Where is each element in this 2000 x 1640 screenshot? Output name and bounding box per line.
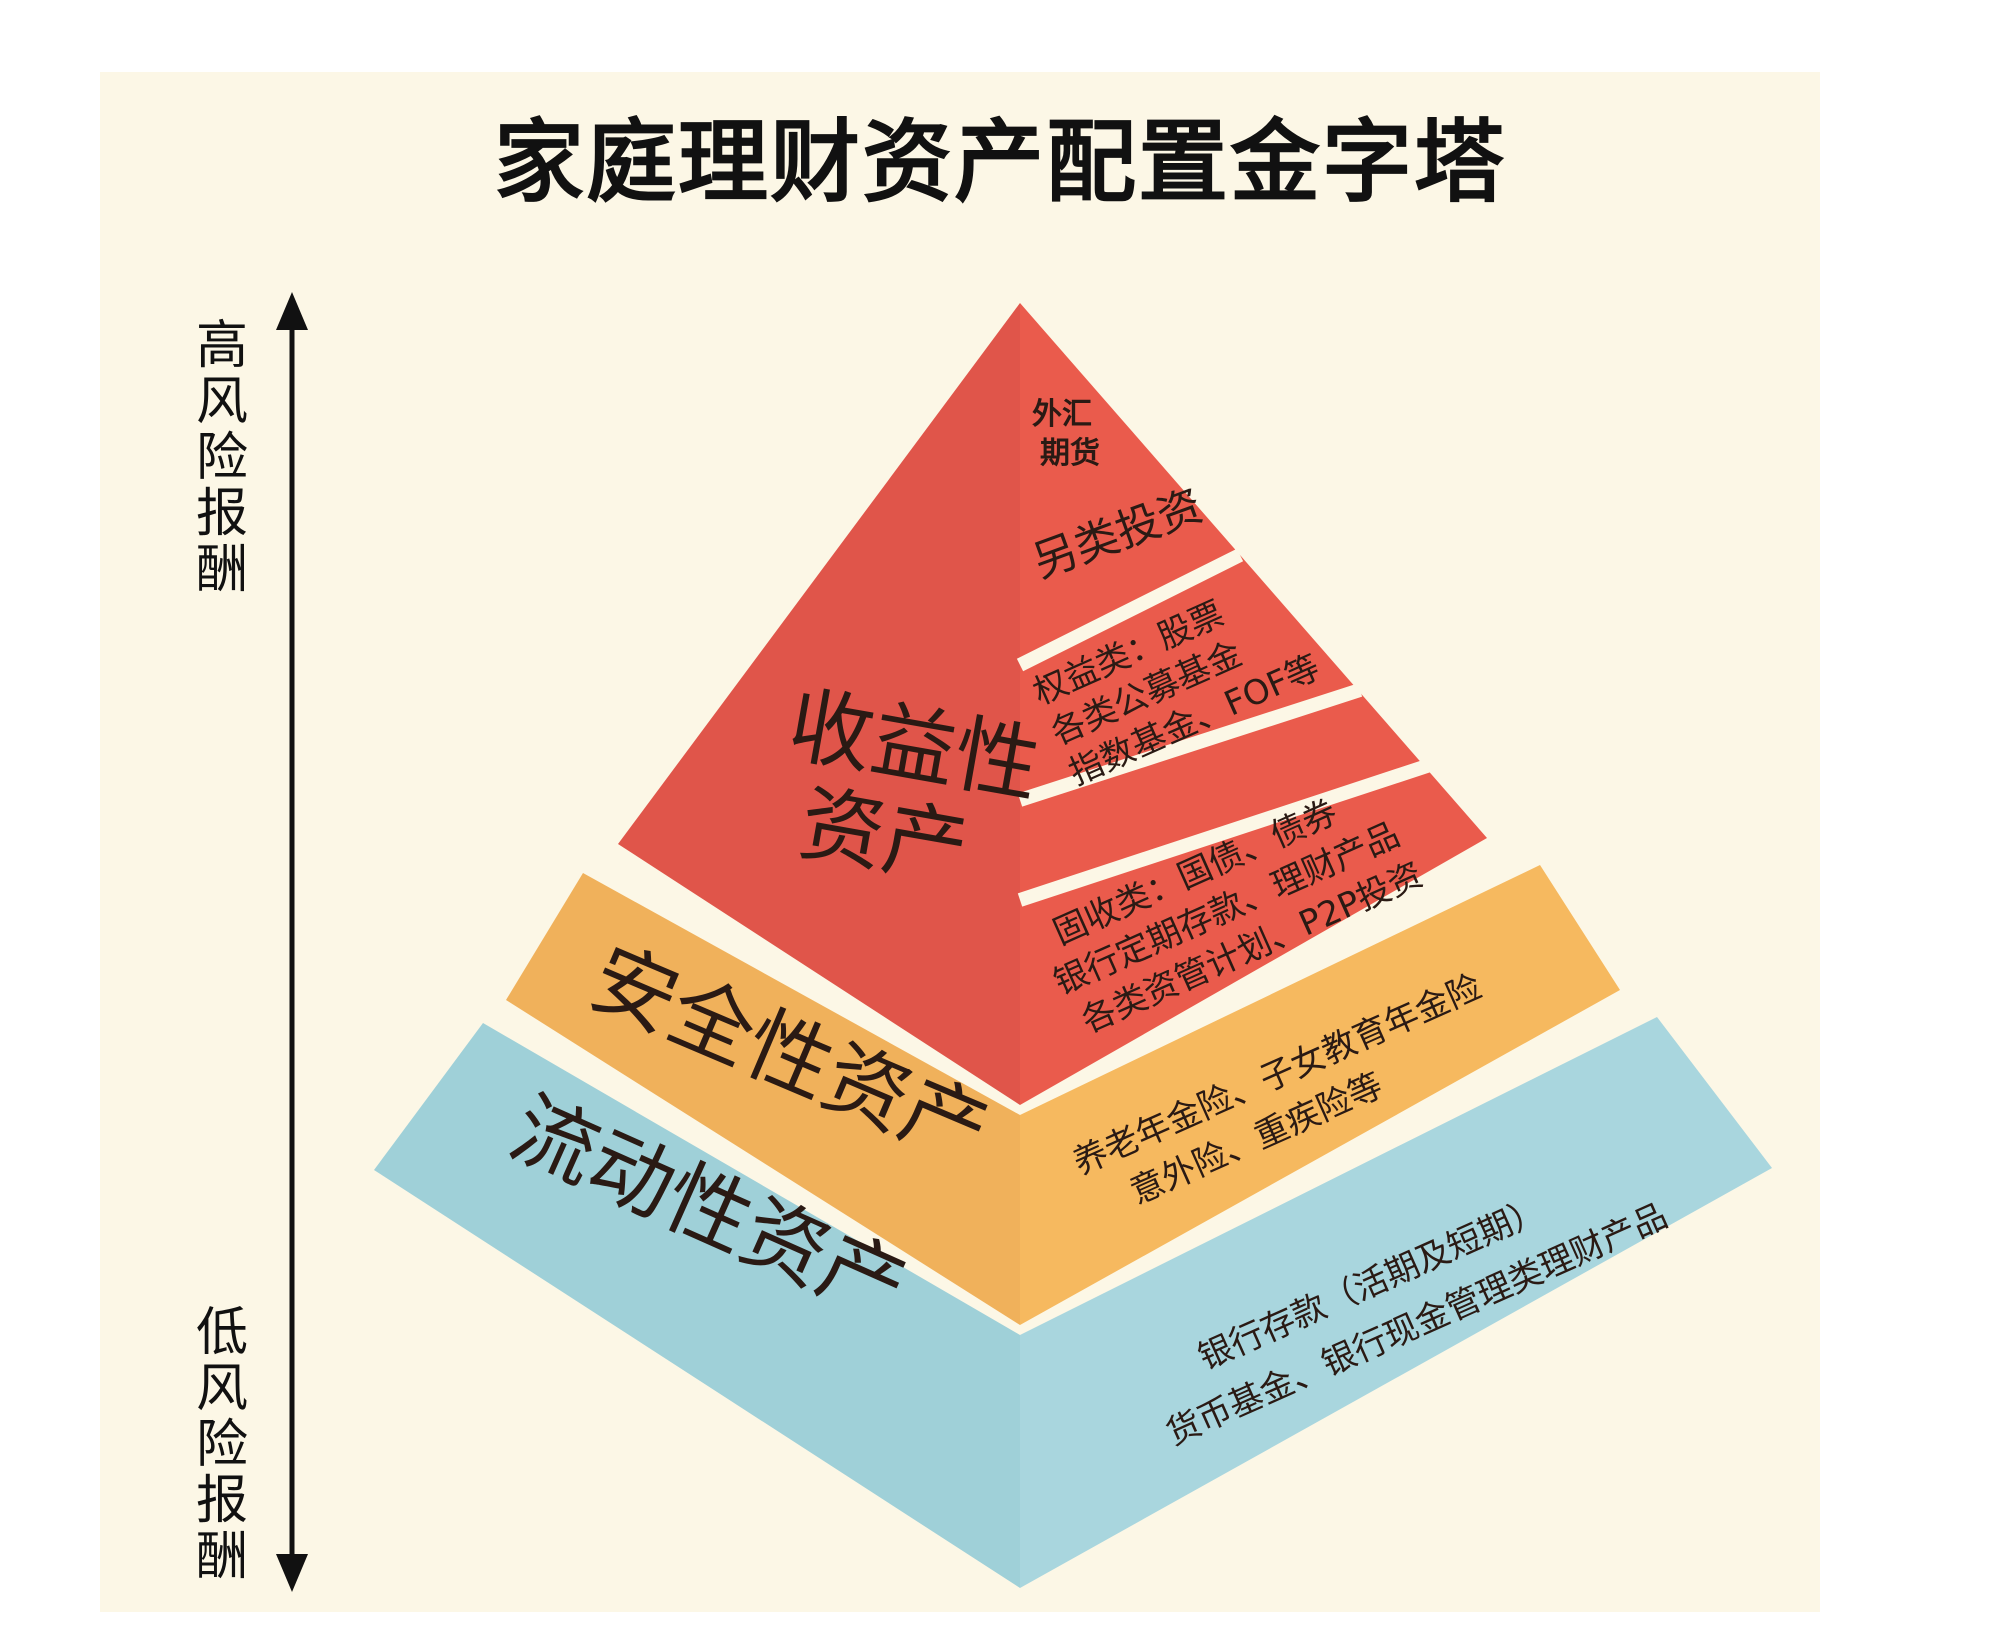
liquidity-tier-right-face: [1020, 1017, 1772, 1588]
arrow-up-icon: [276, 292, 308, 330]
page-title: 家庭理财资产配置金字塔: [494, 110, 1506, 215]
return-tier-left-face: [618, 303, 1020, 1105]
low-risk-return-label: 低风险报酬: [195, 1303, 248, 1587]
safety-tier-right-face: [1020, 865, 1620, 1325]
risk-axis-arrow: [276, 292, 308, 1592]
safety-tier-left-face: [506, 873, 1020, 1325]
forex-futures-label: 外汇 期货: [1032, 397, 1102, 471]
segment-dividers: [1016, 548, 1433, 907]
arrow-down-icon: [276, 1554, 308, 1592]
high-risk-return-label: 高风险报酬: [195, 316, 248, 600]
return-tier-right-face: [1020, 303, 1487, 1105]
liquidity-tier-left-face: [374, 1023, 1020, 1588]
